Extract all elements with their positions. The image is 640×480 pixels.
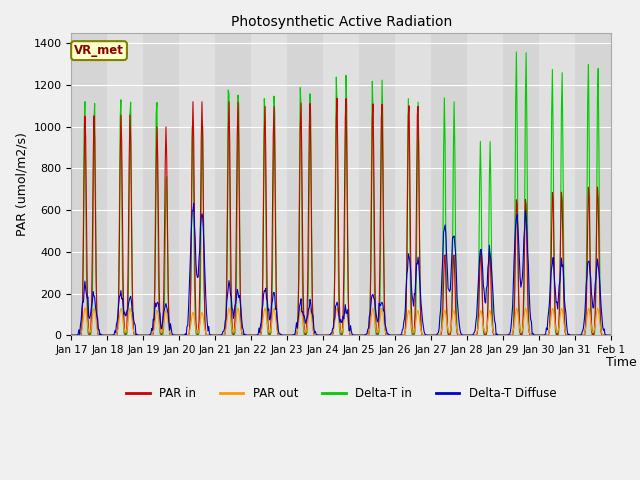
- PAR in: [188, 219, 195, 225]
- Line: PAR in: PAR in: [72, 98, 611, 336]
- Bar: [575, 33, 611, 336]
- Delta-T in: [133, 333, 141, 338]
- Delta-T Diffuse: [134, 332, 141, 337]
- Delta-T Diffuse: [218, 332, 225, 337]
- Delta-T in: [513, 49, 520, 55]
- Legend: PAR in, PAR out, Delta-T in, Delta-T Diffuse: PAR in, PAR out, Delta-T in, Delta-T Dif…: [122, 383, 561, 405]
- PAR out: [77, 330, 85, 336]
- PAR out: [607, 333, 615, 338]
- PAR out: [216, 333, 224, 338]
- Bar: [143, 33, 179, 336]
- Bar: [359, 33, 395, 336]
- Text: VR_met: VR_met: [74, 44, 124, 57]
- Delta-T Diffuse: [68, 333, 76, 338]
- PAR out: [225, 305, 233, 311]
- Delta-T in: [607, 333, 615, 338]
- Delta-T Diffuse: [424, 332, 432, 338]
- PAR in: [423, 333, 431, 338]
- Delta-T in: [68, 333, 76, 338]
- Delta-T in: [77, 331, 85, 337]
- Delta-T Diffuse: [96, 333, 104, 338]
- PAR in: [333, 96, 341, 101]
- PAR in: [68, 333, 76, 338]
- Bar: [72, 33, 108, 336]
- Delta-T in: [216, 333, 224, 338]
- PAR in: [408, 301, 415, 307]
- Line: Delta-T in: Delta-T in: [72, 52, 611, 336]
- X-axis label: Time: Time: [606, 357, 637, 370]
- Line: PAR out: PAR out: [72, 308, 611, 336]
- Line: Delta-T Diffuse: Delta-T Diffuse: [72, 204, 611, 336]
- PAR out: [423, 333, 431, 338]
- PAR out: [408, 323, 415, 329]
- Delta-T Diffuse: [607, 333, 615, 338]
- Title: Photosynthetic Active Radiation: Photosynthetic Active Radiation: [230, 15, 452, 29]
- PAR in: [133, 333, 141, 338]
- Delta-T Diffuse: [190, 201, 198, 206]
- Delta-T in: [422, 333, 430, 338]
- Delta-T in: [407, 300, 415, 305]
- Delta-T in: [188, 206, 195, 212]
- Bar: [215, 33, 252, 336]
- Delta-T Diffuse: [188, 208, 196, 214]
- PAR out: [133, 332, 141, 338]
- PAR in: [77, 331, 85, 336]
- Bar: [431, 33, 467, 336]
- PAR in: [216, 333, 224, 338]
- PAR out: [68, 333, 76, 338]
- PAR out: [188, 316, 195, 322]
- Bar: [503, 33, 539, 336]
- PAR in: [607, 333, 615, 338]
- Delta-T Diffuse: [77, 317, 85, 323]
- Y-axis label: PAR (umol/m2/s): PAR (umol/m2/s): [15, 132, 28, 236]
- Delta-T Diffuse: [408, 293, 416, 299]
- Bar: [287, 33, 323, 336]
